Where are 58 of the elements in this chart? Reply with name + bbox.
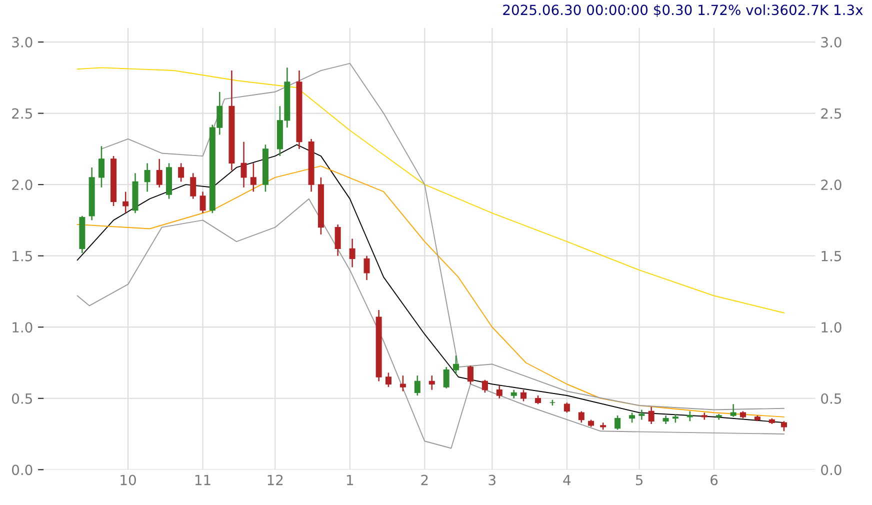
- y2-tick-label: 3.0: [821, 37, 842, 48]
- y2-tick-label: 0.0: [821, 464, 842, 476]
- x-tick-label: 2: [421, 474, 428, 486]
- line-series: [100, 62, 784, 410]
- candlestick: [730, 403, 736, 418]
- candlestick: [467, 364, 474, 385]
- y2-tick-label: 2.0: [821, 180, 842, 190]
- candlestick: [190, 172, 196, 200]
- y-tick-label: 1.5: [12, 250, 32, 262]
- line-series: [76, 67, 784, 314]
- chart-title: 2025.06.30 00:00:00 $0.30 1.72% vol:3602.7K 1.3x: [503, 4, 863, 17]
- y-tick-label: 3.0: [12, 37, 32, 48]
- candlestick: [200, 191, 206, 214]
- candlestick: [780, 420, 787, 432]
- candlestick: [686, 410, 693, 422]
- x-tick-label: 10: [120, 474, 136, 486]
- candlestick: [414, 374, 420, 396]
- x-tick-label: 5: [636, 474, 642, 486]
- y2-tick-label: 1.5: [822, 250, 842, 262]
- y-tick-label: 0.5: [12, 393, 32, 404]
- candlestick: [496, 384, 502, 400]
- x-tick-label: 11: [195, 474, 210, 486]
- candlestick: [364, 255, 370, 281]
- candlestick: [452, 354, 459, 375]
- candlestick: [334, 224, 341, 256]
- line-series: [76, 198, 784, 449]
- y-tick-label: 0.0: [12, 464, 32, 476]
- candlestick: [564, 402, 570, 414]
- candlestick: [629, 412, 636, 424]
- candlestick: [520, 389, 527, 402]
- candlestick: [349, 238, 356, 268]
- y-tick-label: 2.0: [12, 180, 32, 190]
- candlestick: [482, 379, 488, 394]
- candlestick: [385, 372, 392, 388]
- candlestick: [400, 374, 406, 392]
- candlestick: [443, 366, 450, 390]
- y-tick-label: 1.0: [12, 322, 32, 333]
- y2-tick-label: 1.0: [822, 322, 842, 333]
- x-tick-label: 12: [268, 474, 283, 486]
- candlestick: [614, 414, 621, 430]
- candlestick: [578, 410, 584, 424]
- candlestick: [240, 141, 247, 188]
- x-tick-label: 1: [346, 474, 354, 486]
- candlestick: [98, 145, 104, 188]
- candlestick: [156, 158, 162, 188]
- candlestick: [648, 406, 654, 425]
- y2-tick-label: 0.5: [821, 393, 842, 404]
- candlestick: [178, 162, 184, 182]
- x-tick-label: 4: [563, 474, 571, 486]
- x-tick-label: 3: [488, 474, 496, 486]
- candlestick: [250, 162, 256, 192]
- y-tick-label: 2.5: [12, 108, 32, 119]
- candlestick: [428, 374, 435, 390]
- y2-tick-label: 2.5: [821, 108, 842, 119]
- candlestick: [122, 191, 129, 214]
- candlestick: [638, 409, 645, 420]
- x-tick-label: 6: [710, 474, 718, 486]
- candlestick: [144, 162, 150, 192]
